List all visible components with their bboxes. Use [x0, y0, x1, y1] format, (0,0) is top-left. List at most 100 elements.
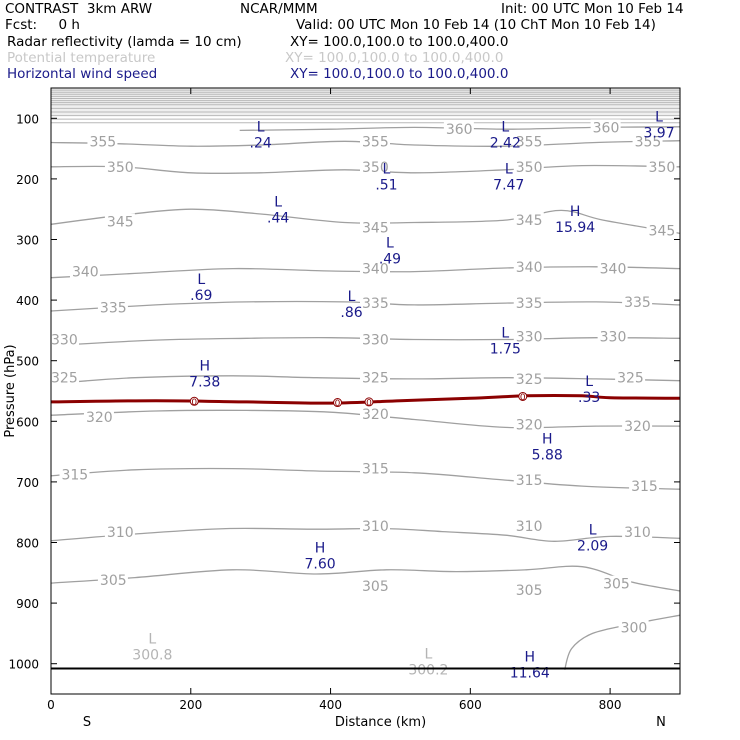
field-potential-temperature: Potential temperature [7, 50, 156, 66]
theta-label-bg [513, 518, 544, 534]
theta-label-bg [513, 133, 544, 149]
theta-label-bg [513, 370, 544, 386]
theta-contour-label: 330 [51, 332, 78, 348]
theta-contour-label: 335 [516, 296, 543, 312]
wind-extremum-type: L [501, 119, 509, 135]
theta-contour-label: 340 [362, 262, 389, 278]
axes: 100 200 300 400 500 600 700 800 900 1000 0 200 400 60… [3, 88, 680, 730]
theta-contour-label: 335 [100, 300, 127, 316]
theta-contour-label: 340 [600, 262, 627, 278]
theta-label-bg [104, 524, 135, 540]
theta-contour-label: 310 [516, 519, 543, 535]
wind-extremum-type: L [501, 325, 509, 341]
theta-contour-label: 355 [516, 134, 543, 150]
wind-extremum-value: .44 [267, 210, 289, 226]
theta-label-bg [513, 581, 544, 597]
y-tick-label: 900 [16, 597, 39, 611]
radar-contour-label: 0 [335, 399, 341, 409]
theta-contour-label: 355 [362, 134, 389, 150]
theta-extremum-type: L [148, 631, 156, 647]
theta-label-bg [83, 409, 114, 425]
theta-label-bg [646, 158, 677, 174]
theta-label-bg [629, 478, 660, 494]
theta-label-bg [360, 331, 391, 347]
theta-contour-label: 325 [516, 372, 543, 388]
theta-label-bg [513, 212, 544, 228]
radar-label-bg [189, 396, 199, 406]
x-tick-label: 400 [319, 698, 342, 712]
wind-extremum-type: L [383, 162, 391, 178]
theta-label-bg [597, 260, 628, 276]
field-wind-xs: XY= 100.0,100.0 to 100.0,400.0 [290, 66, 509, 82]
theta-contour-label: 320 [516, 417, 543, 433]
wind-extremum-value: 2.42 [490, 135, 521, 151]
theta-contour-label: 345 [649, 223, 676, 239]
wind-extremum-type: H [315, 540, 326, 556]
wind-extremum-type: H [524, 650, 535, 666]
theta-label-bg [622, 524, 653, 540]
y-tick-label: 200 [16, 173, 39, 187]
wind-extremum-value: 7.60 [304, 556, 335, 572]
theta-label-bg [360, 260, 391, 276]
theta-contour-label: 320 [86, 410, 113, 426]
y-tick-label: 400 [16, 294, 39, 308]
theta-label-bg [360, 369, 391, 385]
theta-contour-label: 305 [362, 579, 389, 595]
theta-label-bg [513, 295, 544, 311]
theta-contour-355 [50, 140, 681, 147]
plot-frame [50, 87, 681, 695]
theta-label-bg [632, 133, 663, 149]
theta-contour-label: 325 [362, 371, 389, 387]
theta-contour-label: 350 [107, 160, 134, 176]
theta-label-bg [513, 472, 544, 488]
wind-extremum-type: L [585, 374, 593, 390]
theta-label-bg [646, 222, 677, 238]
theta-label-bg [69, 263, 100, 279]
theta-contour-label: 325 [617, 371, 644, 387]
theta-label-bg [49, 369, 79, 385]
y-axis-label: Pressure (hPa) [3, 344, 18, 437]
theta-contour-label: 320 [362, 407, 389, 423]
theta-contour-350 [50, 164, 681, 175]
theta-label-bg [513, 258, 544, 274]
y-tick-label: 100 [16, 112, 39, 126]
theta-contour-label: 300 [621, 620, 648, 636]
wind-extremum-type: L [197, 272, 205, 288]
wind-extremum-value: .51 [375, 178, 397, 194]
theta-contour-label: 340 [72, 265, 99, 281]
theta-contour-label: 315 [631, 479, 658, 495]
field-radar-reflectivity: Radar reflectivity (lamda = 10 cm) [7, 34, 242, 50]
theta-label-bg [360, 158, 391, 174]
radar-contour-label: 0 [520, 393, 526, 403]
wind-extremum: H15.94 [555, 204, 595, 236]
y-tick-label: 300 [16, 234, 39, 248]
theta-contour-label: 315 [362, 462, 389, 478]
wind-extremum-type: L [655, 110, 663, 126]
x-tick-label: 0 [47, 698, 55, 712]
theta-label-bg [622, 418, 653, 434]
wind-extremum-type: L [386, 236, 394, 252]
x-tick-label: 800 [599, 698, 622, 712]
end-label-north: N [656, 715, 666, 730]
theta-contour-label: 305 [516, 583, 543, 599]
wind-extremum-value: .24 [250, 135, 272, 151]
theta-contours: 300 305 305 305 305 310 310 310 310 315 315 315 315 3… [49, 119, 681, 670]
wind-extremum-value: 2.09 [577, 538, 608, 554]
y-tick-label: 700 [16, 476, 39, 490]
theta-label-bg [618, 619, 649, 635]
radar-contour: 0 0 0 0 [50, 391, 681, 409]
end-label-south: S [83, 715, 91, 730]
theta-contour-label: 310 [107, 525, 134, 541]
radar-contour-label: 0 [366, 398, 372, 408]
wind-extremum: L7.47 [493, 162, 524, 194]
wind-extremum-value: .33 [578, 390, 600, 406]
theta-label-bg [360, 518, 391, 534]
field-radar-xs: XY= 100.0,100.0 to 100.0,400.0 [290, 34, 509, 50]
theta-label-bg [360, 406, 391, 422]
theta-contour-label: 355 [89, 134, 116, 150]
wind-extremum-type: L [505, 162, 513, 178]
radar-label-bg [364, 397, 374, 407]
y-tick-label: 1000 [8, 658, 39, 672]
wind-extremum: L.33 [578, 374, 600, 406]
